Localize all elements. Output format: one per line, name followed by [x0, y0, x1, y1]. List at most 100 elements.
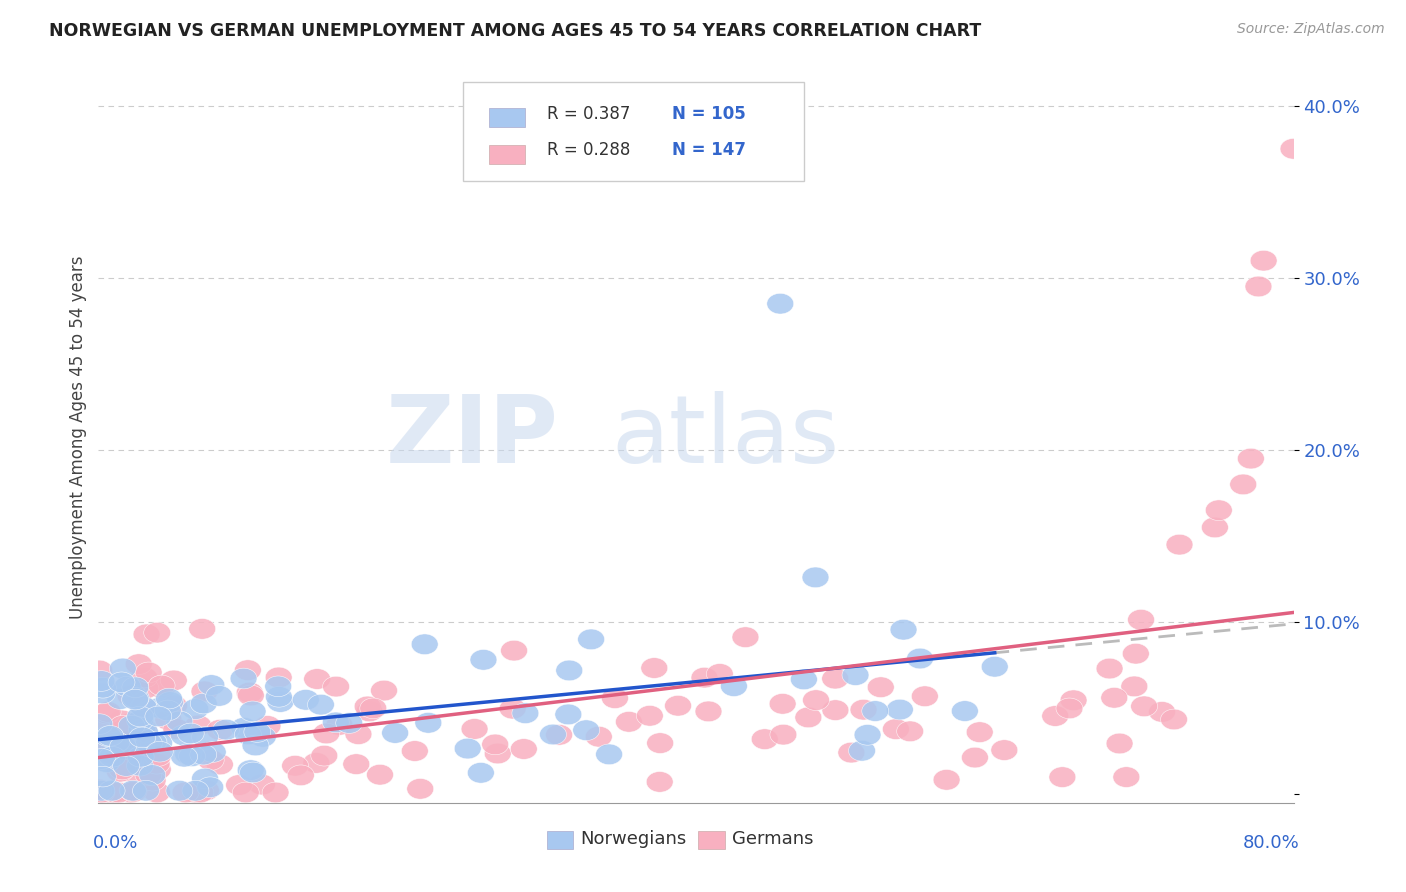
Ellipse shape	[149, 678, 176, 698]
Ellipse shape	[108, 710, 135, 731]
Bar	[547, 830, 572, 849]
Ellipse shape	[114, 676, 141, 697]
Ellipse shape	[304, 669, 330, 690]
Ellipse shape	[94, 702, 121, 723]
Ellipse shape	[821, 668, 849, 689]
Ellipse shape	[207, 720, 233, 740]
Ellipse shape	[120, 780, 146, 801]
Ellipse shape	[1101, 688, 1128, 708]
Ellipse shape	[238, 760, 264, 780]
Ellipse shape	[602, 688, 628, 708]
Ellipse shape	[343, 754, 370, 774]
Ellipse shape	[197, 777, 224, 797]
Ellipse shape	[1205, 500, 1232, 521]
Ellipse shape	[129, 697, 157, 717]
Ellipse shape	[868, 677, 894, 698]
Ellipse shape	[695, 701, 721, 722]
Ellipse shape	[89, 780, 115, 801]
Ellipse shape	[371, 681, 398, 701]
Ellipse shape	[191, 727, 218, 747]
Ellipse shape	[146, 732, 173, 753]
Ellipse shape	[163, 719, 190, 739]
Y-axis label: Unemployment Among Ages 45 to 54 years: Unemployment Among Ages 45 to 54 years	[69, 255, 87, 619]
Ellipse shape	[231, 668, 257, 689]
Ellipse shape	[108, 672, 135, 693]
Ellipse shape	[883, 719, 910, 739]
Ellipse shape	[134, 624, 160, 645]
Ellipse shape	[122, 688, 149, 708]
Ellipse shape	[128, 750, 155, 771]
Ellipse shape	[1107, 733, 1133, 754]
Ellipse shape	[1279, 138, 1308, 159]
Ellipse shape	[122, 690, 149, 710]
Ellipse shape	[235, 724, 262, 745]
Ellipse shape	[886, 699, 914, 720]
Ellipse shape	[769, 693, 796, 714]
Text: N = 105: N = 105	[672, 104, 745, 123]
Ellipse shape	[86, 714, 112, 734]
Ellipse shape	[117, 713, 143, 733]
Bar	[699, 830, 724, 849]
Ellipse shape	[110, 715, 136, 736]
Ellipse shape	[720, 676, 748, 697]
Ellipse shape	[367, 764, 394, 785]
Ellipse shape	[267, 691, 294, 713]
Ellipse shape	[129, 697, 156, 717]
Ellipse shape	[89, 748, 115, 769]
Ellipse shape	[665, 696, 692, 716]
Ellipse shape	[1097, 658, 1123, 679]
Ellipse shape	[160, 695, 187, 716]
Ellipse shape	[647, 733, 673, 754]
Ellipse shape	[146, 698, 173, 718]
Ellipse shape	[326, 714, 353, 735]
Ellipse shape	[184, 715, 212, 736]
Ellipse shape	[117, 782, 143, 803]
Ellipse shape	[706, 664, 734, 684]
Ellipse shape	[212, 719, 239, 740]
Ellipse shape	[572, 720, 599, 740]
Ellipse shape	[122, 726, 149, 747]
Ellipse shape	[411, 634, 439, 655]
Ellipse shape	[242, 735, 269, 756]
Ellipse shape	[849, 740, 876, 761]
Ellipse shape	[555, 660, 582, 681]
Ellipse shape	[132, 678, 159, 698]
Ellipse shape	[231, 717, 257, 738]
Ellipse shape	[751, 729, 778, 749]
Ellipse shape	[84, 780, 112, 800]
Ellipse shape	[962, 747, 988, 768]
Ellipse shape	[181, 698, 208, 720]
Ellipse shape	[89, 782, 115, 803]
Text: Norwegians: Norwegians	[581, 830, 686, 848]
Ellipse shape	[187, 782, 214, 803]
Ellipse shape	[308, 694, 335, 715]
Ellipse shape	[112, 756, 139, 776]
Ellipse shape	[181, 780, 209, 801]
Text: atlas: atlas	[612, 391, 839, 483]
Ellipse shape	[991, 739, 1018, 760]
Ellipse shape	[1130, 696, 1157, 716]
Ellipse shape	[911, 686, 938, 706]
Ellipse shape	[86, 738, 112, 758]
Ellipse shape	[281, 756, 308, 776]
FancyBboxPatch shape	[463, 82, 804, 181]
Ellipse shape	[467, 763, 495, 783]
Ellipse shape	[690, 667, 718, 688]
Ellipse shape	[131, 667, 157, 688]
Ellipse shape	[117, 685, 143, 706]
Ellipse shape	[110, 658, 136, 679]
Bar	[489, 145, 524, 163]
Ellipse shape	[118, 715, 145, 736]
Ellipse shape	[790, 669, 817, 690]
Ellipse shape	[356, 701, 382, 722]
Ellipse shape	[98, 780, 125, 801]
Ellipse shape	[170, 747, 198, 767]
Text: 80.0%: 80.0%	[1243, 834, 1299, 852]
Ellipse shape	[641, 657, 668, 678]
Ellipse shape	[118, 739, 145, 760]
Ellipse shape	[111, 736, 138, 756]
Ellipse shape	[100, 782, 128, 803]
Ellipse shape	[205, 686, 232, 706]
Ellipse shape	[93, 703, 120, 724]
Ellipse shape	[1250, 251, 1277, 271]
